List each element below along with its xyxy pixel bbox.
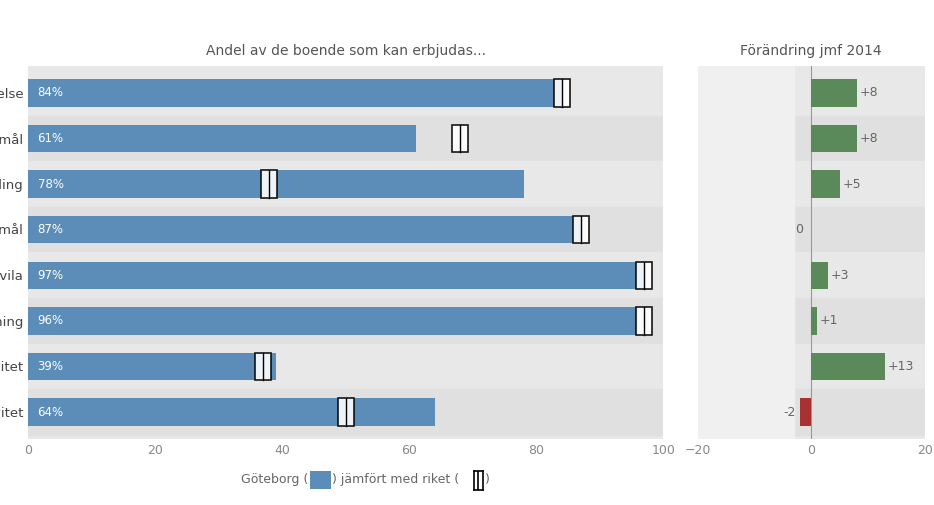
FancyBboxPatch shape xyxy=(338,398,354,426)
Text: +13: +13 xyxy=(888,360,914,373)
Bar xyxy=(698,252,925,298)
Text: 61%: 61% xyxy=(37,132,64,145)
Bar xyxy=(28,171,524,198)
Bar xyxy=(28,389,663,435)
Text: 78%: 78% xyxy=(37,178,64,191)
Text: 87%: 87% xyxy=(37,223,64,236)
Text: +8: +8 xyxy=(859,132,878,145)
Bar xyxy=(698,162,925,207)
Bar xyxy=(28,353,276,380)
FancyBboxPatch shape xyxy=(452,125,468,152)
Text: Göteborg (: Göteborg ( xyxy=(241,473,308,486)
Text: 97%: 97% xyxy=(37,269,64,282)
Bar xyxy=(28,125,416,152)
Title: Förändring jmf 2014: Förändring jmf 2014 xyxy=(741,43,882,58)
Bar xyxy=(812,353,884,380)
Text: ) jämfört med riket (: ) jämfört med riket ( xyxy=(332,473,459,486)
FancyBboxPatch shape xyxy=(636,262,652,289)
Text: +3: +3 xyxy=(831,269,850,282)
Bar xyxy=(698,298,925,343)
Bar xyxy=(28,79,561,107)
Bar xyxy=(698,66,794,439)
FancyBboxPatch shape xyxy=(262,171,277,198)
Bar xyxy=(698,343,925,389)
Text: 96%: 96% xyxy=(37,314,64,327)
Bar xyxy=(28,307,638,334)
Bar xyxy=(28,162,663,207)
Text: 64%: 64% xyxy=(37,406,64,419)
Bar xyxy=(28,398,434,426)
Bar xyxy=(698,389,925,435)
Title: Andel av de boende som kan erbjudas...: Andel av de boende som kan erbjudas... xyxy=(205,43,486,58)
Bar xyxy=(28,70,663,116)
Bar xyxy=(698,70,925,116)
Text: 0: 0 xyxy=(795,223,802,236)
Bar xyxy=(698,207,925,252)
FancyBboxPatch shape xyxy=(573,216,588,243)
Text: +5: +5 xyxy=(842,178,861,191)
Text: 39%: 39% xyxy=(37,360,64,373)
Bar xyxy=(812,125,856,152)
FancyBboxPatch shape xyxy=(255,353,271,380)
Text: +8: +8 xyxy=(859,86,878,99)
Bar xyxy=(698,116,925,162)
Bar xyxy=(812,79,856,107)
Bar xyxy=(800,398,812,426)
FancyBboxPatch shape xyxy=(554,79,570,107)
Text: -2: -2 xyxy=(783,406,796,419)
Text: 84%: 84% xyxy=(37,86,64,99)
Bar xyxy=(28,252,663,298)
Bar xyxy=(28,298,663,343)
Bar xyxy=(812,262,828,289)
FancyBboxPatch shape xyxy=(636,307,652,334)
Bar xyxy=(28,216,581,243)
Text: +1: +1 xyxy=(820,314,838,327)
Bar xyxy=(812,307,817,334)
Bar xyxy=(28,262,644,289)
Bar xyxy=(28,343,663,389)
Text: ): ) xyxy=(485,473,489,486)
Bar xyxy=(812,171,840,198)
Bar xyxy=(28,116,663,162)
Bar xyxy=(28,207,663,252)
